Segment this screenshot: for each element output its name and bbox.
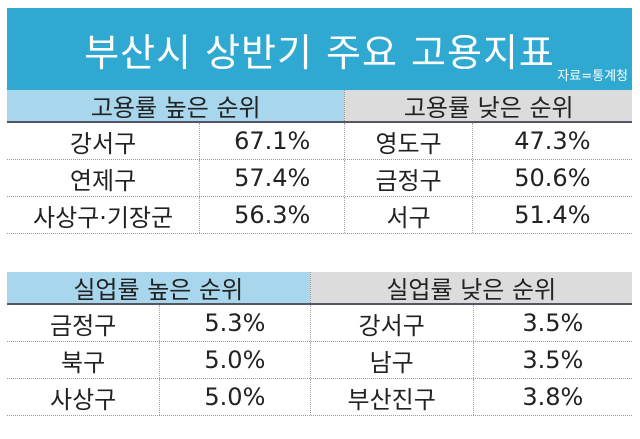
- employment-high-header: 고용률 높은 순위: [7, 90, 345, 122]
- high-name-cell: 강서구: [7, 123, 201, 159]
- unemployment-table: 실업률 높은 순위 실업률 낮은 순위 금정구 5.3% 강서구 3.5% 북구 5.0%…: [7, 272, 632, 416]
- low-name-cell: 영도구: [345, 123, 473, 159]
- high-value-cell: 5.3%: [160, 305, 311, 341]
- low-value-cell: 51.4%: [514, 201, 591, 229]
- unemployment-high-header: 실업률 높은 순위: [7, 272, 310, 304]
- high-name-cell: 북구: [7, 342, 161, 378]
- high-name-cell: 사상구·기장군: [7, 197, 201, 233]
- low-value-cell: 3.5%: [522, 346, 584, 374]
- unemployment-low-header: 실업률 낮은 순위: [309, 272, 632, 304]
- employment-table: 고용률 높은 순위 고용률 낮은 순위 강서구 67.1% 영도구 47.3% 연제구 5…: [7, 90, 632, 234]
- high-value-cell: 5.0%: [160, 379, 311, 415]
- low-name-cell: 부산진구: [311, 379, 474, 415]
- high-value-cell: 56.3%: [200, 197, 346, 233]
- employment-low-header: 고용률 낮은 순위: [344, 90, 632, 122]
- high-name-cell: 연제구: [7, 160, 201, 196]
- source-note: 자료=통계청: [557, 69, 628, 84]
- low-value-cell: 3.5%: [522, 309, 584, 337]
- low-name-cell: 강서구: [311, 305, 474, 341]
- table-row: 북구 5.0% 남구 3.5%: [7, 342, 632, 379]
- low-value-cell: 50.6%: [514, 164, 591, 192]
- table-row: 연제구 57.4% 금정구 50.6%: [7, 160, 632, 197]
- page-title: 부산시 상반기 주요 고용지표: [84, 31, 555, 75]
- low-value-cell: 3.8%: [522, 383, 584, 411]
- high-name-cell: 사상구: [7, 379, 161, 415]
- high-name-cell: 금정구: [7, 305, 161, 341]
- low-name-cell: 남구: [311, 342, 474, 378]
- high-value-cell: 5.0%: [160, 342, 311, 378]
- title-banner: 부산시 상반기 주요 고용지표 자료=통계청: [7, 8, 632, 90]
- table-row: 사상구 5.0% 부산진구 3.8%: [7, 379, 632, 416]
- table-row: 금정구 5.3% 강서구 3.5%: [7, 305, 632, 342]
- high-value-cell: 57.4%: [200, 160, 346, 196]
- table-row: 사상구·기장군 56.3% 서구 51.4%: [7, 197, 632, 234]
- low-value-cell: 47.3%: [514, 127, 591, 155]
- high-value-cell: 67.1%: [200, 123, 346, 159]
- table-row: 강서구 67.1% 영도구 47.3%: [7, 123, 632, 160]
- low-name-cell: 금정구: [345, 160, 473, 196]
- low-name-cell: 서구: [345, 197, 473, 233]
